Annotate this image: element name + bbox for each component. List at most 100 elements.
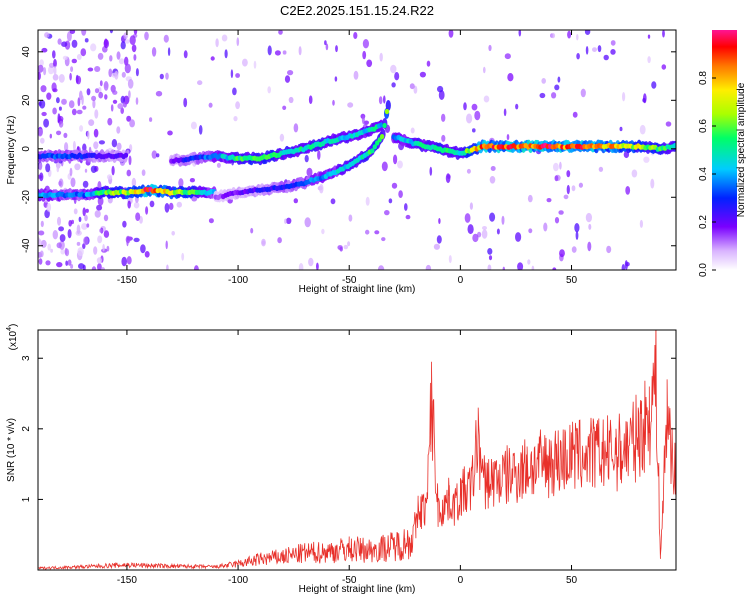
spectrogram-noise-cell xyxy=(394,72,400,81)
spectrogram-noise-cell xyxy=(448,30,454,38)
spectrogram-noise-cell xyxy=(49,133,52,139)
spectrogram-noise-cell xyxy=(176,201,182,208)
spectrogram-noise-cell xyxy=(235,73,241,78)
spectrogram-noise-cell xyxy=(164,203,170,213)
spectrogram-noise-cell xyxy=(127,79,134,89)
spectrogram-noise-cell xyxy=(86,88,91,96)
spectrogram-noise-cell xyxy=(193,265,199,270)
spectrogram-noise-cell xyxy=(183,50,188,59)
spectrogram-noise-cell xyxy=(64,142,69,152)
spectrogram-noise-cell xyxy=(90,43,97,52)
spectrogram-noise-cell xyxy=(52,74,59,81)
spectrogram-noise-cell xyxy=(308,95,313,104)
spectrogram-noise-cell xyxy=(39,250,44,258)
spectrogram-noise-cell xyxy=(124,63,131,74)
spectrogram-noise-cell xyxy=(92,99,96,109)
spectrogram-noise-cell xyxy=(576,34,579,41)
spectrogram-noise-cell xyxy=(93,141,99,150)
spectrogram-band-cell xyxy=(123,152,129,158)
spectrogram-noise-cell xyxy=(84,168,88,173)
spectrogram-noise-cell xyxy=(171,231,175,236)
spectrogram-noise-cell xyxy=(151,47,157,57)
spectrogram-noise-cell xyxy=(110,104,114,112)
spectrogram-noise-cell xyxy=(58,120,64,128)
spectrogram-noise-cell xyxy=(575,231,579,240)
spectrogram-noise-cell xyxy=(235,101,241,110)
spectrogram-noise-cell xyxy=(426,60,431,67)
snr-x-tick-label: -100 xyxy=(228,575,248,586)
spectrogram-noise-cell xyxy=(83,236,89,246)
spectrogram-noise-cell xyxy=(279,133,285,142)
spectrogram-band xyxy=(391,132,676,160)
snr-y-axis-label: SNR (10 * v/v) xyxy=(6,418,17,482)
spectrogram-noise-cell xyxy=(603,54,609,61)
spectrogram-noise-cell xyxy=(410,127,415,134)
spectrogram-noise-cell xyxy=(111,139,118,148)
spectrogram-noise-cell xyxy=(120,107,124,114)
spectrogram-noise-cell xyxy=(631,169,638,178)
spectrogram-noise-cell xyxy=(286,217,292,224)
spectrogram-noise-cell xyxy=(287,70,294,76)
spectrogram-noise-cell xyxy=(133,30,138,35)
spectrogram-noise-cell xyxy=(502,266,506,270)
spectrogram-noise-cell xyxy=(438,218,441,224)
snr-frame xyxy=(37,329,677,571)
snr-x-axis-label: Height of straight line (km) xyxy=(299,584,416,595)
spectrogram-noise-cell xyxy=(282,50,287,55)
spectrogram-noise-cell xyxy=(189,178,195,183)
spectrogram-noise-cell xyxy=(112,90,118,95)
spectrogram-noise-cell xyxy=(347,241,351,247)
spectrogram-noise-cell xyxy=(308,257,314,267)
spectrogram-noise-cell xyxy=(487,264,492,270)
spectrogram-noise-cell xyxy=(348,214,353,222)
spectrogram-noise-cell xyxy=(46,202,52,212)
spectrogram-noise-cell xyxy=(98,91,104,99)
spectrogram-noise-cell xyxy=(78,216,82,222)
spectrogram-noise-cell xyxy=(208,218,214,224)
spectrogram-noise-cell xyxy=(587,241,592,252)
spectrogram-noise-cell xyxy=(114,70,119,80)
spectrogram-noise-cell xyxy=(335,45,338,53)
spectrogram-noise-cell xyxy=(64,247,68,256)
spectrogram-noise-cell xyxy=(116,126,121,134)
spectrogram-noise-cell xyxy=(267,45,272,56)
spectrogram-y-tick-label: 0 xyxy=(21,146,32,152)
spectrogram-noise-cell xyxy=(472,233,479,243)
spectrogram-noise-cell xyxy=(40,239,47,248)
spectrogram-noise-cell xyxy=(97,52,104,60)
spectrogram-noise-cell xyxy=(284,218,287,224)
spectrogram-noise-cell xyxy=(321,228,325,235)
spectrogram-noise-cell xyxy=(57,115,64,123)
spectrogram-panel: -150 -100 -50 0 50 -40 -20 0 20 40 Height of str… xyxy=(6,29,677,295)
svg-text:(x104): (x104) xyxy=(6,324,19,351)
spectrogram-noise-cell xyxy=(133,201,140,209)
spectrogram-noise-cell xyxy=(306,167,313,177)
spectrogram-noise-cell xyxy=(81,223,88,230)
spectrogram-noise-cell xyxy=(140,244,146,254)
spectrogram-noise-cell xyxy=(57,216,61,226)
spectrogram-noise-cell xyxy=(125,235,131,244)
spectrogram-noise-cell xyxy=(298,46,302,56)
snr-x-tick-label: -150 xyxy=(117,575,137,586)
spectrogram-noise-cell xyxy=(149,200,155,208)
spectrogram-noise-cell xyxy=(503,108,507,117)
spectrogram-noise-cell xyxy=(304,217,311,228)
spectrogram-band-cell xyxy=(370,148,375,154)
spectrogram-noise-cell xyxy=(433,243,440,250)
spectrogram-noise-cell xyxy=(128,155,132,166)
spectrogram-noise-cell xyxy=(71,39,78,48)
spectrogram-noise-cell xyxy=(474,110,481,121)
spectrogram-noise-cell xyxy=(639,219,644,228)
spectrogram-noise-cell xyxy=(625,186,631,195)
spectrogram-noise-cell xyxy=(383,95,386,104)
spectrogram-noise-cell xyxy=(366,59,373,68)
spectrogram-noise-cell xyxy=(76,241,81,246)
spectrogram-noise-cell xyxy=(39,172,44,182)
spectrogram-noise-cell xyxy=(124,56,129,66)
spectrogram-noise-cell xyxy=(588,223,592,230)
spectrogram-noise-cell xyxy=(563,194,569,200)
spectrogram-noise-cell xyxy=(554,84,560,91)
spectrogram-noise-cell xyxy=(425,264,432,270)
spectrogram-noise-cell xyxy=(131,44,137,53)
spectrogram-noise-cell xyxy=(361,115,365,125)
